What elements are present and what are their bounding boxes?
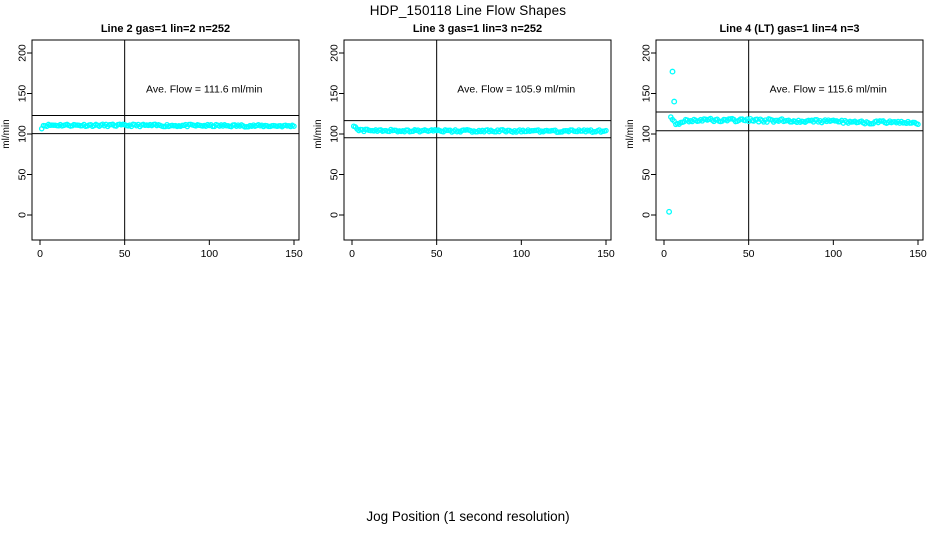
y-tick-label: 0: [329, 212, 341, 218]
subplot-2-title: Line 3 gas=1 lin=3 n=252: [412, 23, 543, 35]
y-tick-label: 100: [17, 125, 29, 143]
y-tick-label: 200: [641, 44, 653, 62]
outlier-data-point: [671, 98, 678, 105]
y-tick-label: 150: [17, 85, 29, 103]
x-tick-label: 100: [513, 248, 531, 260]
outlier-data-point: [669, 68, 676, 75]
plot-box: [343, 39, 612, 241]
y-tick-label: 0: [17, 212, 29, 218]
subplot-1: 0 50 100 150 200 0 50 100 150 ml/min Ave. Flow = 1…: [1, 39, 303, 260]
outlier-data-point: [666, 208, 673, 215]
subplot-2: 0 50 100 150 200 0 50 100 150 ml/min Ave. Flow = 1…: [313, 39, 615, 260]
y-tick-label: 50: [329, 169, 341, 181]
figure-title: HDP_150118 Line Flow Shapes: [369, 3, 567, 18]
x-tick-label: 0: [661, 248, 667, 260]
plot-box: [655, 39, 924, 241]
y-tick-label: 50: [641, 169, 653, 181]
y-tick-label: 100: [329, 125, 341, 143]
data-points-group: [38, 121, 297, 132]
subplot-3: 0 50 100 150 200 0 50 100 150 ml/min Ave. Flow = 1…: [625, 39, 927, 260]
y-tick-label: 200: [17, 44, 29, 62]
subplot-1-title: Line 2 gas=1 lin=2 n=252: [100, 23, 231, 35]
x-tick-label: 100: [825, 248, 843, 260]
y-tick-label: 100: [641, 125, 653, 143]
ave-flow-annotation: Ave. Flow = 105.9 ml/min: [457, 83, 575, 95]
y-axis-unit-label: ml/min: [625, 119, 636, 148]
y-axis-unit-label: ml/min: [313, 119, 324, 148]
data-point: [291, 123, 297, 129]
plot-box: [31, 39, 300, 241]
x-tick-label: 150: [909, 248, 927, 260]
y-tick-label: 150: [641, 85, 653, 103]
y-tick-label: 150: [329, 85, 341, 103]
x-tick-label: 50: [119, 248, 131, 260]
data-points-group: [350, 123, 609, 135]
x-tick-label: 50: [431, 248, 443, 260]
y-axis-unit-label: ml/min: [1, 119, 12, 148]
y-tick-label: 200: [329, 44, 341, 62]
ave-flow-annotation: Ave. Flow = 115.6 ml/min: [770, 83, 887, 95]
x-tick-label: 150: [285, 248, 303, 260]
x-tick-label: 100: [201, 248, 219, 260]
y-tick-label: 0: [641, 212, 653, 218]
x-tick-label: 0: [37, 248, 43, 260]
x-tick-label: 0: [349, 248, 355, 260]
x-axis-label: Jog Position (1 second resolution): [366, 509, 570, 524]
x-tick-label: 150: [597, 248, 615, 260]
x-tick-label: 50: [743, 248, 755, 260]
subplot-3-title: Line 4 (LT) gas=1 lin=4 n=3: [719, 23, 860, 35]
y-tick-label: 50: [17, 169, 29, 181]
data-point: [915, 121, 921, 128]
data-point: [603, 127, 609, 134]
ave-flow-annotation: Ave. Flow = 111.6 ml/min: [146, 83, 263, 95]
data-points-group: [666, 68, 921, 215]
